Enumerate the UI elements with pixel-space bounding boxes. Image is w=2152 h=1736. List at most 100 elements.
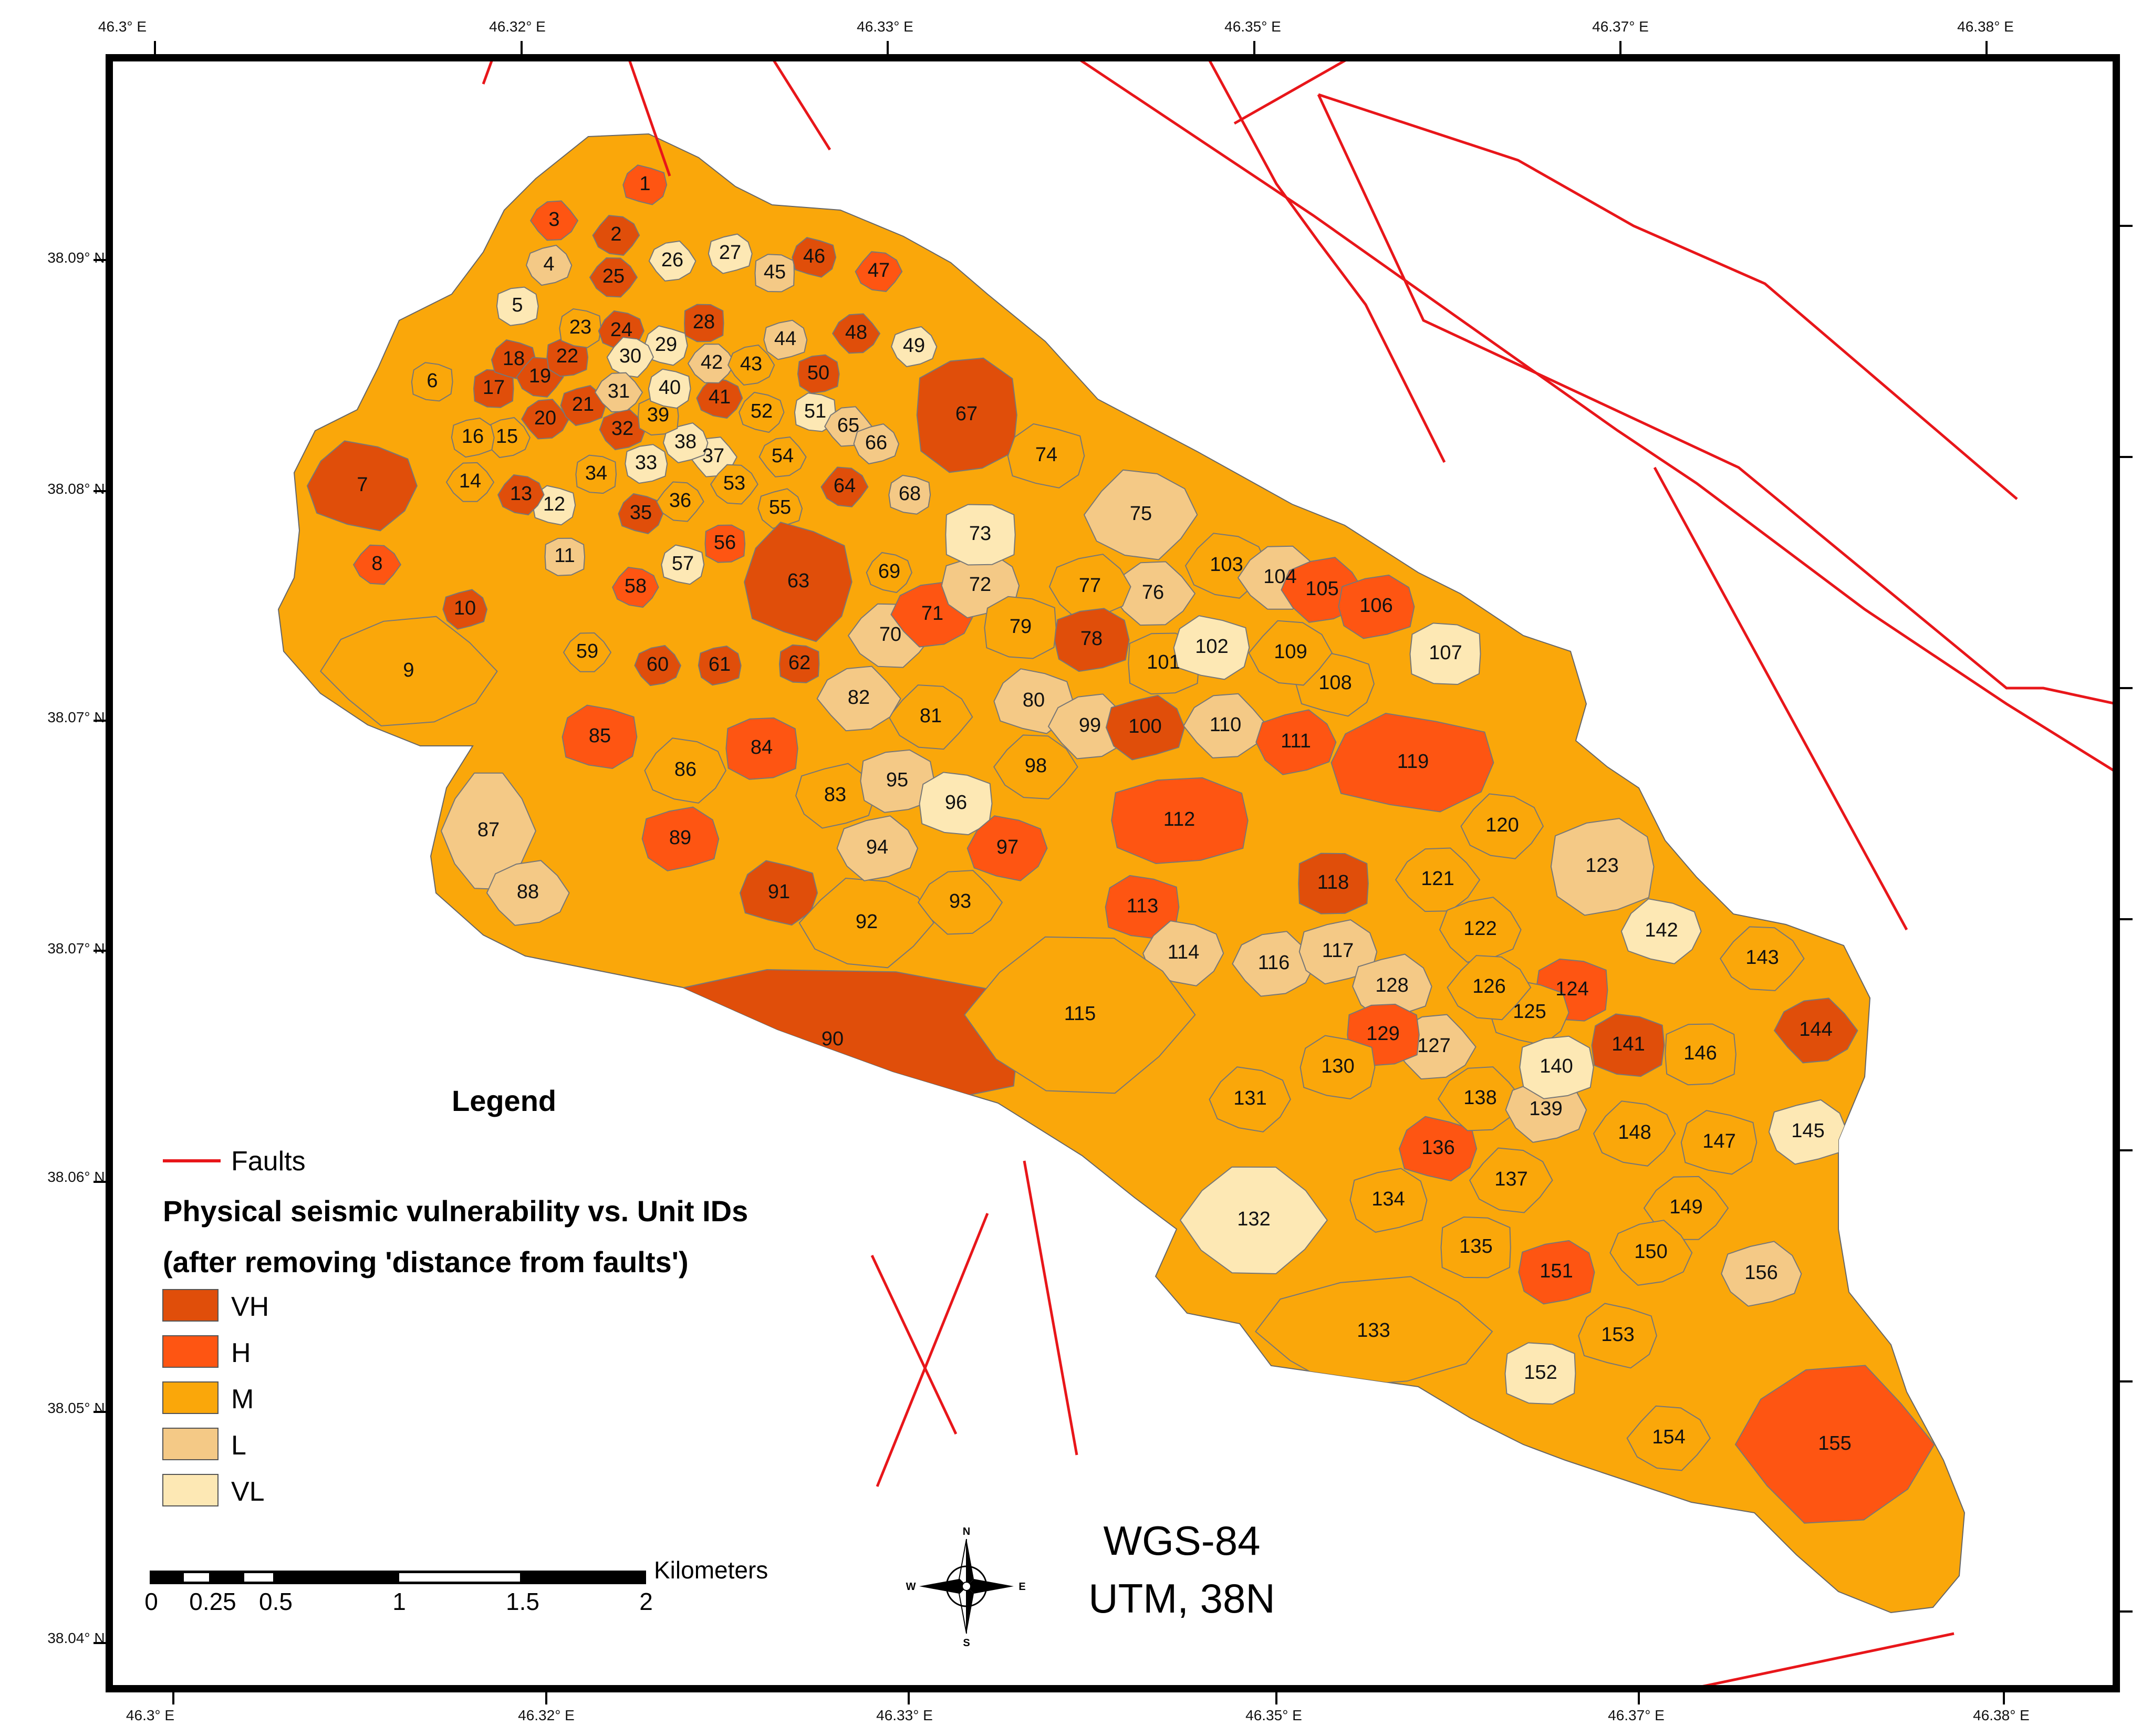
unit-id-label: 91 — [768, 881, 790, 903]
top-lon-label: 46.37° E — [1592, 18, 1649, 35]
unit-polygon — [1734, 1365, 1935, 1524]
unit-id-label: 3 — [548, 209, 559, 231]
unit-polygon — [411, 362, 453, 402]
unit-id-label: 139 — [1529, 1098, 1562, 1120]
fault-line — [876, 1213, 989, 1487]
unit-polygon — [451, 417, 495, 458]
unit-id-label: 94 — [866, 836, 888, 858]
unit-polygon — [763, 319, 808, 360]
unit-polygon — [916, 357, 1017, 473]
unit-id-label: 14 — [459, 470, 481, 492]
unit-polygon — [1409, 622, 1481, 685]
unit-id-label: 5 — [512, 294, 523, 316]
unit-id-label: 131 — [1233, 1087, 1266, 1109]
unit-polygon — [1232, 931, 1316, 997]
unit-polygon — [888, 474, 931, 515]
unit-polygon — [1439, 897, 1522, 963]
unit-polygon — [710, 464, 758, 505]
unit-polygon — [622, 164, 668, 205]
unit-id-label: 13 — [510, 483, 532, 505]
unit-id-label: 72 — [969, 574, 991, 596]
unit-polygon — [352, 544, 401, 585]
unit-polygon — [529, 200, 579, 241]
unit-polygon — [757, 488, 803, 529]
north-arrow-icon: N S E W — [906, 1526, 1026, 1649]
unit-polygon — [684, 304, 724, 342]
fault-line — [1317, 93, 2116, 705]
fault-lines — [482, 58, 2116, 1689]
unit-id-label: 4 — [543, 253, 554, 275]
unit-id-label: 93 — [949, 890, 971, 912]
unit-polygon — [795, 763, 876, 829]
unit-polygon — [1719, 926, 1805, 991]
unit-id-label: 26 — [661, 249, 683, 271]
unit-id-label: 98 — [1025, 755, 1047, 777]
legend-heading-line1: Physical seismic vulnerability vs. Unit … — [163, 1194, 748, 1228]
unit-id-label: 47 — [868, 259, 890, 282]
unit-id-label: 126 — [1472, 975, 1505, 997]
unit-id-label: 136 — [1421, 1137, 1454, 1159]
unit-polygon — [1469, 1147, 1553, 1213]
unit-id-label: 65 — [837, 414, 859, 436]
unit-polygon — [1248, 620, 1333, 686]
unit-polygon — [641, 806, 720, 871]
unit-id-label: 129 — [1366, 1023, 1399, 1045]
unit-polygon — [306, 440, 418, 532]
unit-polygon — [816, 666, 901, 732]
scale-unit: Kilometers — [654, 1556, 768, 1584]
unit-id-label: 112 — [1163, 808, 1195, 830]
unit-polygon — [320, 616, 498, 726]
unit-id-label: 77 — [1079, 575, 1101, 597]
unit-id-label: 118 — [1317, 871, 1349, 893]
unit-id-label: 88 — [517, 881, 539, 903]
projection-info: WGS-84 UTM, 38N — [1088, 1517, 1275, 1621]
unit-polygon — [739, 860, 818, 926]
unit-id-label: 132 — [1237, 1208, 1270, 1230]
unit-polygon — [1298, 853, 1369, 914]
left-lat-label: 38.07° N — [47, 709, 105, 725]
unit-id-label: 70 — [879, 623, 901, 646]
unit-id-label: 68 — [899, 483, 921, 505]
unit-polygon — [575, 454, 617, 494]
fault-line — [1318, 93, 2018, 500]
unit-polygon — [984, 596, 1057, 659]
unit-polygon — [656, 481, 704, 522]
unit-id-label: 100 — [1128, 715, 1161, 737]
projection-line2: UTM, 38N — [1088, 1575, 1275, 1621]
unit-id-label: 41 — [709, 386, 731, 408]
scale-label: 0 — [144, 1588, 158, 1615]
unit-id-label: 71 — [921, 602, 943, 625]
legend-faults-label: Faults — [231, 1146, 306, 1177]
unit-id-label: 38 — [674, 431, 696, 453]
unit-id-label: 53 — [723, 472, 745, 494]
unit-id-label: 109 — [1274, 641, 1307, 663]
bottom-lon-label: 46.3° E — [126, 1707, 174, 1723]
unit-id-label: 27 — [719, 242, 741, 264]
bottom-lon-label: 46.37° E — [1608, 1707, 1665, 1723]
unit-polygon — [1550, 818, 1655, 916]
unit-polygon — [1665, 1023, 1737, 1086]
unit-id-label: 95 — [886, 769, 908, 791]
unit-id-label: 133 — [1357, 1319, 1390, 1342]
unit-id-label: 89 — [669, 827, 691, 849]
unit-id-label: 44 — [774, 328, 796, 350]
fault-line — [627, 58, 671, 176]
scale-bar: Kilometers 0 0.25 0.5 1 1.5 2 — [144, 1556, 768, 1615]
unit-id-label: 134 — [1371, 1188, 1405, 1210]
unit-id-label: 124 — [1555, 978, 1588, 1000]
unit-id-label: 33 — [635, 452, 657, 474]
unit-id-label: 105 — [1305, 578, 1338, 600]
unit-id-label: 137 — [1494, 1168, 1527, 1190]
unit-id-label: 60 — [647, 653, 669, 675]
unit-id-label: 140 — [1540, 1055, 1573, 1077]
unit-polygon — [1330, 712, 1494, 813]
fault-line — [771, 58, 831, 151]
unit-polygon — [1007, 423, 1085, 488]
unit-polygon — [1299, 1035, 1376, 1100]
unit-id-label: 73 — [969, 523, 991, 545]
unit-id-label: 12 — [543, 493, 565, 515]
unit-polygon — [644, 737, 727, 804]
unit-id-label: 25 — [602, 265, 625, 287]
unit-polygon — [559, 308, 602, 348]
compass-s: S — [963, 1637, 970, 1649]
